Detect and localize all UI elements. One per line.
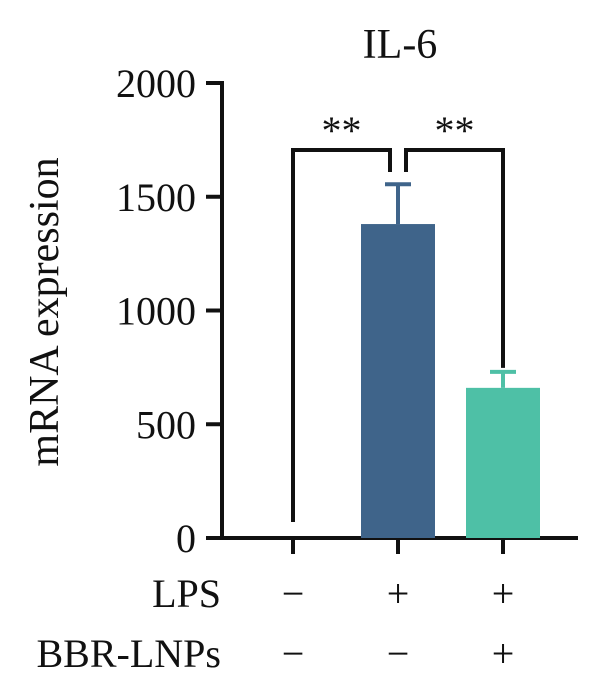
significance-label: **	[322, 108, 362, 153]
significance-bracket	[291, 148, 392, 522]
plot-area: 0 500 1000 1500 2000 ** ** LPS − + + BBR-LNPs − − +	[37, 61, 578, 676]
y-axis-label: mRNA expression	[22, 157, 68, 466]
condition-label: LPS	[152, 571, 221, 616]
condition-label: BBR-LNPs	[37, 631, 222, 676]
y-tick-label: 500	[136, 402, 196, 447]
condition-sign: −	[387, 631, 410, 676]
chart-title: IL-6	[363, 22, 438, 68]
y-tick-label: 0	[176, 516, 196, 561]
condition-sign: +	[387, 571, 410, 616]
condition-sign: −	[282, 631, 305, 676]
y-tick-label: 2000	[116, 61, 196, 106]
condition-sign: +	[492, 571, 515, 616]
condition-sign: −	[282, 571, 305, 616]
y-tick-label: 1000	[116, 289, 196, 334]
y-tick-label: 1500	[116, 175, 196, 220]
bar	[466, 387, 540, 538]
bar	[361, 224, 435, 539]
condition-sign: +	[492, 631, 515, 676]
significance-label: **	[435, 108, 475, 153]
significance-bracket	[404, 148, 505, 368]
